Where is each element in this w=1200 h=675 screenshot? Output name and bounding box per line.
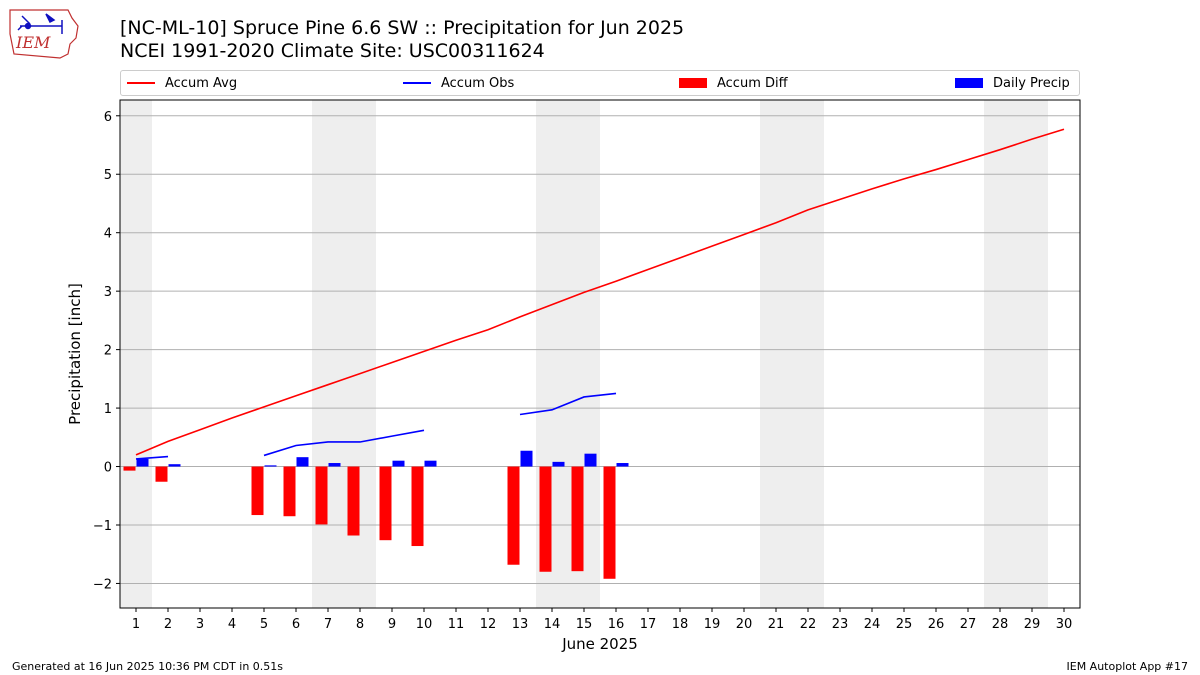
x-tick-label: 14	[544, 617, 561, 632]
accum-diff-bar	[603, 466, 616, 579]
daily-precip-bar	[296, 457, 309, 467]
x-tick-label: 18	[672, 617, 689, 632]
accum-diff-bar	[315, 466, 328, 525]
accum-diff-bar	[283, 466, 296, 517]
x-tick-label: 29	[1024, 617, 1041, 632]
legend-swatch	[127, 82, 155, 84]
legend-item-daily-precip: Daily Precip	[955, 71, 1070, 95]
daily-precip-bar	[616, 463, 629, 467]
y-tick-label: 1	[104, 402, 112, 417]
y-axis-label: Precipitation [inch]	[66, 283, 84, 425]
chart-subtitle: NCEI 1991-2020 Climate Site: USC00311624	[120, 40, 545, 62]
legend-label: Accum Diff	[717, 75, 788, 91]
iem-logo: IEM	[9, 9, 79, 59]
y-tick-label: 0	[104, 461, 112, 476]
weather-station-icon	[17, 13, 63, 34]
x-tick-label: 6	[292, 617, 300, 632]
x-tick-label: 12	[480, 617, 497, 632]
accum-diff-bar	[571, 466, 584, 572]
plot-frame	[119, 99, 1081, 609]
accum-avg-line	[135, 128, 1065, 456]
legend-item-accum-obs: Accum Obs	[403, 71, 514, 95]
x-tick-label: 3	[196, 617, 204, 632]
x-tick-label: 16	[608, 617, 625, 632]
daily-precip-bar	[520, 450, 533, 467]
y-tick-label: 2	[104, 344, 112, 359]
daily-precip-bar	[552, 461, 565, 467]
daily-precip-bar	[264, 465, 277, 467]
legend-label: Accum Obs	[441, 75, 515, 91]
generated-timestamp: Generated at 16 Jun 2025 10:36 PM CDT in…	[12, 660, 284, 673]
accum-obs-line	[519, 392, 617, 416]
x-axis-label: June 2025	[561, 635, 638, 653]
accum-diff-bar	[251, 466, 264, 516]
y-tick-label: −1	[93, 519, 112, 534]
y-tick-label: −2	[93, 577, 112, 592]
legend-item-accum-diff: Accum Diff	[679, 71, 788, 95]
x-tick-label: 5	[260, 617, 268, 632]
app-credit: IEM Autoplot App #17	[1066, 660, 1189, 673]
x-tick-label: 24	[864, 617, 881, 632]
y-tick-label: 3	[104, 285, 112, 300]
weekend-band	[760, 100, 824, 608]
accum-diff-bar	[347, 466, 360, 536]
x-tick-label: 25	[896, 617, 913, 632]
daily-precip-bar	[328, 463, 341, 467]
x-tick-label: 30	[1056, 617, 1073, 632]
weekend-band	[120, 100, 152, 608]
x-tick-label: 23	[832, 617, 849, 632]
daily-precip-bar	[168, 464, 181, 467]
legend-swatch	[679, 78, 707, 88]
logo-text: IEM	[15, 33, 51, 52]
x-tick-label: 1	[132, 617, 140, 632]
x-tick-label: 21	[768, 617, 785, 632]
legend-item-accum-avg: Accum Avg	[127, 71, 237, 95]
weekend-band	[984, 100, 1048, 608]
accum-obs-line	[263, 429, 425, 457]
x-tick-label: 2	[164, 617, 172, 632]
daily-precip-bar	[424, 460, 437, 467]
accum-diff-bar	[507, 466, 520, 565]
daily-precip-bar	[136, 458, 149, 467]
legend-swatch	[403, 82, 431, 84]
x-tick-label: 22	[800, 617, 817, 632]
y-tick-label: 5	[104, 168, 112, 183]
x-tick-label: 17	[640, 617, 657, 632]
y-tick-label: 4	[104, 227, 112, 242]
accum-diff-bar	[539, 466, 552, 572]
accum-diff-bar	[155, 466, 168, 482]
legend-label: Accum Avg	[165, 75, 238, 91]
x-tick-label: 11	[448, 617, 465, 632]
accum-diff-bar	[379, 466, 392, 541]
x-tick-label: 28	[992, 617, 1009, 632]
x-tick-label: 26	[928, 617, 945, 632]
x-tick-label: 7	[324, 617, 332, 632]
x-tick-label: 10	[416, 617, 433, 632]
daily-precip-bar	[392, 460, 405, 467]
daily-precip-bar	[584, 453, 597, 467]
accum-diff-bar	[411, 466, 424, 547]
accum-obs-line	[135, 455, 169, 460]
legend: Accum Avg Accum Obs Accum Diff Daily Pre…	[120, 70, 1080, 96]
legend-swatch	[955, 78, 983, 88]
x-tick-label: 20	[736, 617, 753, 632]
y-tick-label: 6	[104, 110, 112, 125]
x-tick-label: 8	[356, 617, 364, 632]
x-tick-label: 27	[960, 617, 977, 632]
legend-label: Daily Precip	[993, 75, 1070, 91]
x-tick-label: 13	[512, 617, 529, 632]
weekend-band	[312, 100, 376, 608]
x-tick-label: 19	[704, 617, 721, 632]
accum-diff-bar	[123, 466, 136, 471]
chart-title: [NC-ML-10] Spruce Pine 6.6 SW :: Precipi…	[120, 17, 685, 39]
x-tick-label: 15	[576, 617, 593, 632]
x-tick-label: 9	[388, 617, 396, 632]
x-tick-label: 4	[228, 617, 236, 632]
